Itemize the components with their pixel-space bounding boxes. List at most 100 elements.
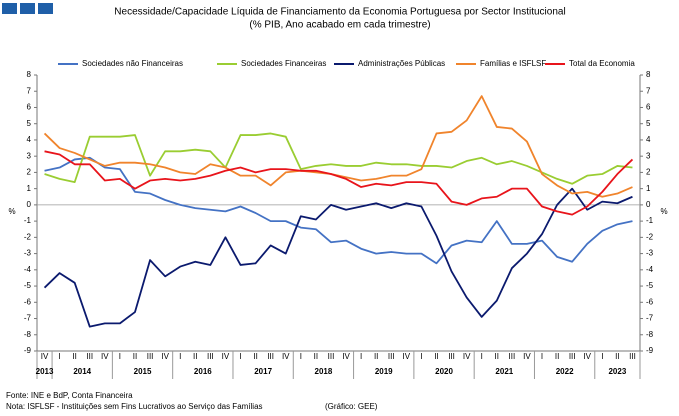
y-tick-label: -8 bbox=[24, 330, 32, 339]
x-tick-label: II bbox=[193, 352, 197, 361]
series-line bbox=[43, 95, 633, 198]
y-tick-label: -2 bbox=[24, 232, 32, 241]
x-tick-label: II bbox=[133, 352, 137, 361]
y2-tick-label: 7 bbox=[646, 86, 651, 95]
x-tick-label: I bbox=[481, 352, 483, 361]
series-line bbox=[44, 150, 634, 216]
x-tick-label: IV bbox=[342, 352, 350, 361]
y2-tick-label: -4 bbox=[646, 265, 654, 274]
y-tick-label: 8 bbox=[27, 70, 32, 79]
x-tick-label: IV bbox=[282, 352, 290, 361]
y-tick-label: -3 bbox=[24, 249, 32, 258]
y2-tick-label: 5 bbox=[646, 119, 651, 128]
series-line bbox=[43, 187, 633, 328]
x-tick-label: II bbox=[253, 352, 257, 361]
x-tick-label: II bbox=[434, 352, 438, 361]
y2-tick-label: -9 bbox=[646, 346, 654, 355]
y2-tick-label: 3 bbox=[646, 151, 651, 160]
y2-tick-label: -7 bbox=[646, 314, 654, 323]
year-label: 2019 bbox=[375, 367, 393, 376]
x-tick-label: II bbox=[555, 352, 559, 361]
year-label: 2022 bbox=[556, 367, 574, 376]
year-label: 2017 bbox=[254, 367, 272, 376]
x-tick-label: II bbox=[495, 352, 499, 361]
x-tick-label: IV bbox=[463, 352, 471, 361]
x-tick-label: III bbox=[629, 352, 636, 361]
y-tick-label: -5 bbox=[24, 281, 32, 290]
y2-tick-label: -5 bbox=[646, 281, 654, 290]
y2-tick-label: -8 bbox=[646, 330, 654, 339]
y-tick-label: 1 bbox=[27, 184, 32, 193]
y-tick-label: -9 bbox=[24, 346, 32, 355]
x-tick-label: IV bbox=[101, 352, 109, 361]
y2-tick-label: -3 bbox=[646, 249, 654, 258]
x-tick-label: I bbox=[239, 352, 241, 361]
y-tick-label: -6 bbox=[24, 297, 32, 306]
legend-label: Sociedades Financeiras bbox=[241, 59, 326, 68]
y-tick-label: -4 bbox=[24, 265, 32, 274]
x-tick-label: IV bbox=[403, 352, 411, 361]
x-tick-label: II bbox=[615, 352, 619, 361]
x-tick-label: III bbox=[147, 352, 154, 361]
x-tick-label: I bbox=[179, 352, 181, 361]
y2-tick-label: 0 bbox=[646, 200, 651, 209]
y-axis-label: % bbox=[8, 207, 15, 216]
x-tick-label: I bbox=[119, 352, 121, 361]
y2-tick-label: -6 bbox=[646, 297, 654, 306]
x-tick-label: IV bbox=[222, 352, 230, 361]
year-label: 2020 bbox=[435, 367, 453, 376]
x-tick-label: I bbox=[58, 352, 60, 361]
x-tick-label: IV bbox=[41, 352, 49, 361]
x-tick-label: III bbox=[328, 352, 335, 361]
x-tick-label: III bbox=[388, 352, 395, 361]
x-tick-label: I bbox=[300, 352, 302, 361]
x-tick-label: III bbox=[569, 352, 576, 361]
logo-block bbox=[2, 3, 17, 14]
chart-subtitle: (% PIB, Ano acabado em cada trimestre) bbox=[249, 20, 430, 31]
x-tick-label: I bbox=[541, 352, 543, 361]
series-line bbox=[44, 132, 633, 185]
logo-block bbox=[38, 3, 53, 14]
footnote: Nota: ISFLSF - Instituições sem Fins Luc… bbox=[6, 402, 263, 411]
y-tick-label: 4 bbox=[27, 135, 32, 144]
series-line bbox=[44, 156, 633, 265]
credit: (Gráfico: GEE) bbox=[325, 402, 378, 411]
x-tick-label: III bbox=[448, 352, 455, 361]
y2-tick-label: 2 bbox=[646, 168, 651, 177]
x-tick-label: I bbox=[420, 352, 422, 361]
y-tick-label: -7 bbox=[24, 314, 32, 323]
y2-tick-label: 1 bbox=[646, 184, 651, 193]
y-tick-label: -1 bbox=[24, 216, 32, 225]
logo-block bbox=[20, 3, 35, 14]
year-label: 2021 bbox=[495, 367, 513, 376]
x-tick-label: IV bbox=[583, 352, 591, 361]
footnote: Fonte: INE e BdP, Conta Financeira bbox=[6, 391, 133, 400]
year-label: 2016 bbox=[194, 367, 212, 376]
chart-title: Necessidade/Capacidade Líquida de Financ… bbox=[114, 7, 565, 18]
x-tick-label: I bbox=[601, 352, 603, 361]
x-tick-label: III bbox=[86, 352, 93, 361]
y-tick-label: 3 bbox=[27, 151, 32, 160]
y-tick-label: 6 bbox=[27, 103, 32, 112]
legend-label: Administrações Públicas bbox=[358, 59, 445, 68]
y2-tick-label: -2 bbox=[646, 232, 654, 241]
legend-label: Total da Economia bbox=[569, 59, 635, 68]
x-tick-label: III bbox=[207, 352, 214, 361]
y-tick-label: 7 bbox=[27, 86, 32, 95]
year-label: 2014 bbox=[73, 367, 91, 376]
year-label: 2023 bbox=[608, 367, 626, 376]
x-tick-label: II bbox=[374, 352, 378, 361]
y2-axis-label: % bbox=[660, 207, 667, 216]
year-label: 2015 bbox=[134, 367, 152, 376]
y-tick-label: 0 bbox=[27, 200, 32, 209]
y-tick-label: 2 bbox=[27, 168, 32, 177]
year-label: 2018 bbox=[315, 367, 333, 376]
x-tick-label: IV bbox=[161, 352, 169, 361]
y2-tick-label: -1 bbox=[646, 216, 654, 225]
y2-tick-label: 6 bbox=[646, 103, 651, 112]
x-tick-label: IV bbox=[523, 352, 531, 361]
legend-label: Sociedades não Financeiras bbox=[82, 59, 183, 68]
x-tick-label: I bbox=[360, 352, 362, 361]
y-tick-label: 5 bbox=[27, 119, 32, 128]
